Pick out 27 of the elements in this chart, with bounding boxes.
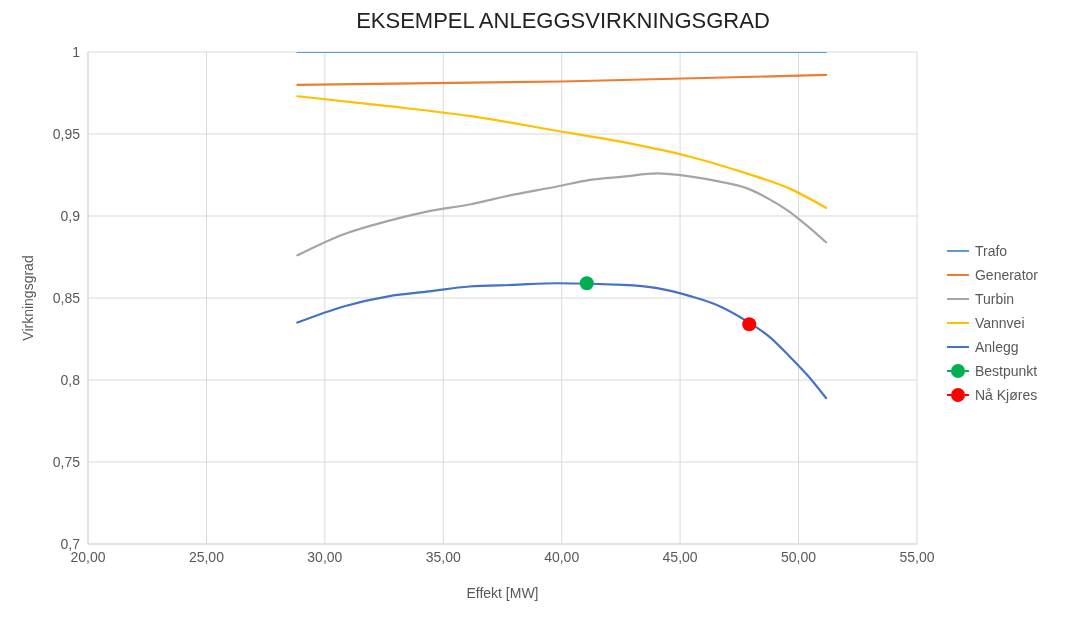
line-series: [296, 95, 828, 209]
y-tick-label: 0,7: [60, 535, 81, 552]
legend-label: Trafo: [974, 242, 1008, 261]
x-axis-title: Effekt [MW]: [466, 585, 539, 601]
y-tick-label: 0,85: [52, 289, 81, 306]
x-tick-label: 45,00: [662, 548, 698, 565]
legend-label: Anlegg: [974, 338, 1019, 357]
y-tick-label: 0,95: [52, 125, 81, 142]
y-tick-label: 0,9: [60, 207, 81, 224]
legend-label: Vannvei: [974, 314, 1025, 333]
x-tick-label: 25,00: [188, 548, 225, 565]
x-tick-label: 40,00: [544, 548, 580, 565]
y-tick-label: 0,75: [52, 453, 81, 470]
x-tick-label: 55,00: [899, 548, 935, 565]
x-tick-label: 30,00: [307, 548, 343, 565]
chart-title: EKSEMPEL ANLEGGSVIRKNINGSGRAD: [355, 8, 771, 34]
x-tick-label: 50,00: [781, 548, 817, 565]
legend-label: Turbin: [974, 290, 1015, 309]
line-series: [296, 282, 828, 400]
y-axis-title: Virkningsgrad: [19, 255, 36, 341]
y-tick-label: 1: [72, 43, 81, 60]
x-tick-label: 35,00: [425, 548, 461, 565]
legend-label: Bestpunkt: [974, 362, 1038, 381]
legend-label: Nå Kjøres: [974, 386, 1038, 405]
y-tick-label: 0,8: [60, 371, 81, 388]
line-series: [296, 172, 828, 257]
legend-label: Generator: [974, 266, 1038, 285]
